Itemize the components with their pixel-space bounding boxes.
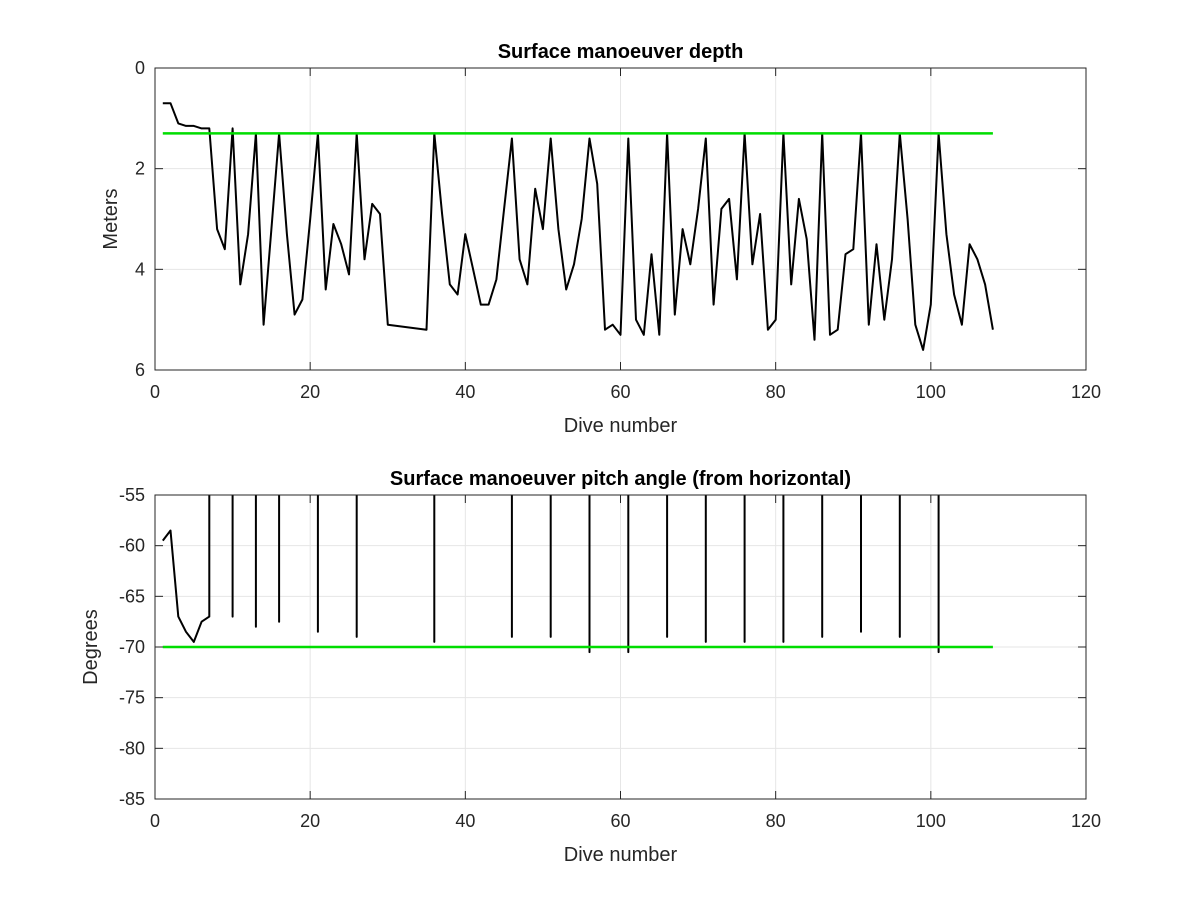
- x-tick-label: 0: [150, 811, 160, 831]
- y-tick-label: -55: [119, 485, 145, 505]
- chart-title: Surface manoeuver depth: [498, 41, 744, 63]
- series-group: [162, 102, 994, 351]
- x-tick-label: 80: [766, 382, 786, 402]
- x-tick-label: 100: [916, 382, 946, 402]
- chart-panel-2: 0 20 40 60 80 100 120 -85 -80 -75 -70 -65 -60 -55 Surf…: [80, 468, 1101, 866]
- x-tick-label: 40: [455, 382, 475, 402]
- y-tick-label: 6: [135, 360, 145, 380]
- y-tick-label: 4: [135, 259, 145, 279]
- x-tick-label: 60: [610, 811, 630, 831]
- series-group: [162, 495, 993, 654]
- y-tick-label: -80: [119, 738, 145, 758]
- y-tick-label: -85: [119, 789, 145, 809]
- x-axis-label: Dive number: [564, 415, 678, 437]
- y-tick-label: -75: [119, 688, 145, 708]
- x-tick-label: 100: [916, 811, 946, 831]
- chart-panel-1: 0 20 40 60 80 100 120 0 2 4 6 Surface manoeuver dep…: [100, 41, 1101, 437]
- y-tick-label: -60: [119, 536, 145, 556]
- x-tick-label: 120: [1071, 811, 1101, 831]
- x-tick-label: 40: [455, 811, 475, 831]
- x-tick-label: 20: [300, 382, 320, 402]
- y-tick-label: -65: [119, 586, 145, 606]
- y-axis-label: Meters: [100, 188, 122, 249]
- x-tick-label: 80: [766, 811, 786, 831]
- x-tick-label: 60: [610, 382, 630, 402]
- y-axis-label: Degrees: [80, 609, 102, 685]
- x-tick-label: 0: [150, 382, 160, 402]
- x-tick-label: 120: [1071, 382, 1101, 402]
- x-tick-label: 20: [300, 811, 320, 831]
- y-tick-label: 0: [135, 58, 145, 78]
- chart-title: Surface manoeuver pitch angle (from hori…: [390, 468, 851, 490]
- data-line: [162, 495, 940, 654]
- y-tick-label: 2: [135, 159, 145, 179]
- x-axis-label: Dive number: [564, 844, 678, 866]
- data-line: [162, 102, 994, 351]
- y-tick-label: -70: [119, 637, 145, 657]
